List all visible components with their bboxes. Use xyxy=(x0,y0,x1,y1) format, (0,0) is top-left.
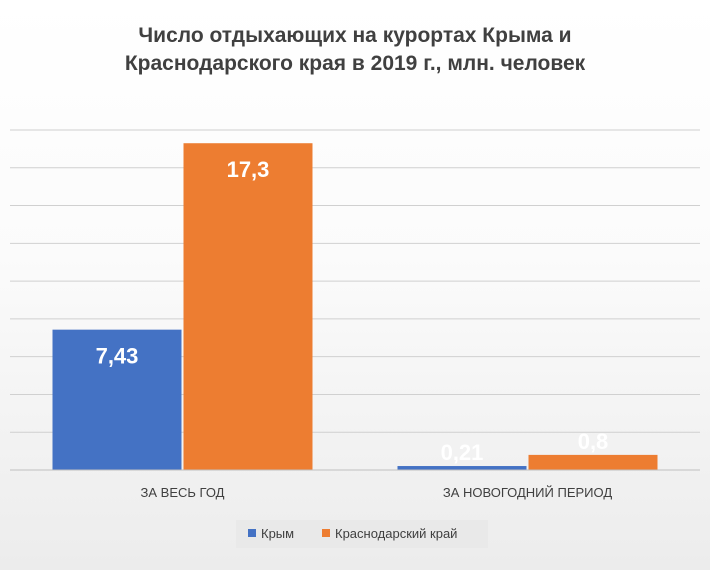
bar-krasnodar-0 xyxy=(183,143,313,470)
bar-crimea-1 xyxy=(397,466,527,470)
bar-crimea-0 xyxy=(52,329,182,470)
chart-title-line-2: Краснодарского края в 2019 г., млн. чело… xyxy=(125,52,586,75)
category-label: ЗА ВЕСЬ ГОД xyxy=(141,485,225,500)
data-label: 17,3 xyxy=(227,157,270,182)
category-labels: ЗА ВЕСЬ ГОД ЗА НОВОГОДНИЙ ПЕРИОД xyxy=(141,485,613,500)
legend-label: Крым xyxy=(261,526,294,541)
data-label: 0,21 xyxy=(441,440,484,465)
legend-label: Краснодарский край xyxy=(335,526,457,541)
chart-title-line-1: Число отдыхающих на курортах Крыма и xyxy=(138,24,571,47)
data-label: 0,8 xyxy=(578,429,609,454)
bars: 7,43 17,3 0,21 0,8 xyxy=(52,143,658,470)
bar-krasnodar-1 xyxy=(528,454,658,470)
legend-swatch xyxy=(248,529,256,537)
data-label: 7,43 xyxy=(96,344,139,369)
chart-title: Число отдыхающих на курортах Крыма и Кра… xyxy=(125,24,586,75)
legend-background xyxy=(236,520,488,548)
category-label: ЗА НОВОГОДНИЙ ПЕРИОД xyxy=(443,485,612,500)
legend-swatch xyxy=(322,529,330,537)
legend: Крым Краснодарский край xyxy=(236,520,488,548)
